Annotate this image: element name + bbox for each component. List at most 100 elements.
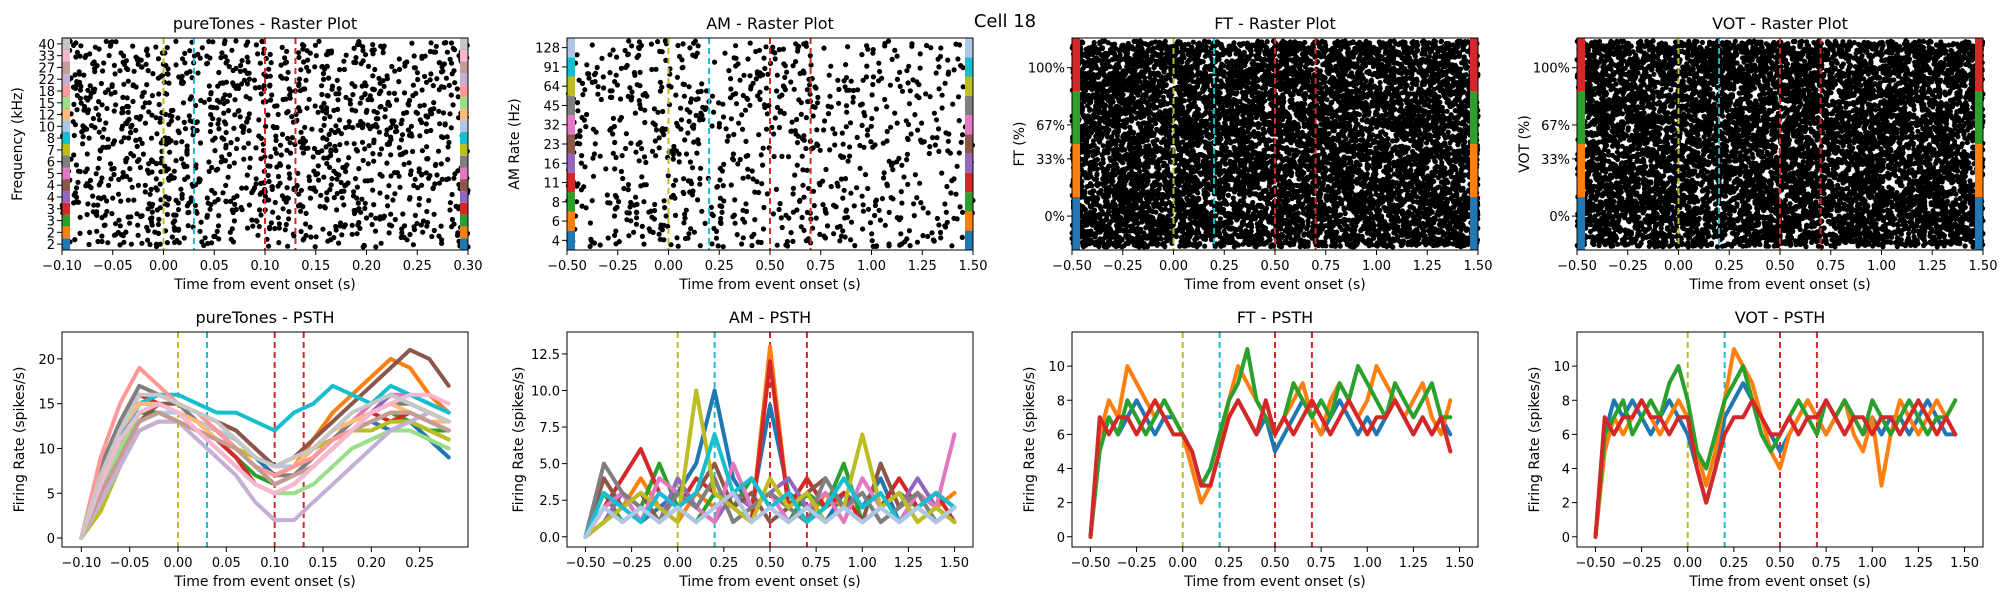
spike-dot xyxy=(380,50,386,56)
spike-dot xyxy=(450,45,456,52)
spike-dot xyxy=(320,71,326,77)
spike-dot xyxy=(284,195,290,201)
spike-dot xyxy=(716,100,722,106)
spike-dot xyxy=(374,124,380,130)
spike-dot xyxy=(335,157,342,163)
spike-dot xyxy=(795,45,801,51)
spike-dot xyxy=(728,116,735,122)
spike-dot xyxy=(223,79,229,85)
spike-dot xyxy=(111,108,117,114)
spike-dot xyxy=(113,232,119,238)
spike-dot xyxy=(923,91,929,97)
spike-dot xyxy=(362,80,368,86)
spike-dot xyxy=(216,213,222,219)
spike-dot xyxy=(341,66,347,73)
spike-dot xyxy=(272,199,278,206)
spike-dot xyxy=(362,91,368,97)
spike-dot xyxy=(162,163,168,169)
spike-dot xyxy=(945,138,951,144)
spike-dot xyxy=(342,125,349,131)
spike-dot xyxy=(427,173,433,179)
spike-dot xyxy=(369,221,375,228)
spike-dot xyxy=(347,101,353,107)
spike-dot xyxy=(420,218,427,224)
spike-dot xyxy=(886,241,892,247)
spike-dot xyxy=(848,78,854,84)
spike-dot xyxy=(848,237,854,243)
spike-dot xyxy=(143,61,149,67)
spike-dot xyxy=(610,150,616,156)
spike-dot xyxy=(440,110,447,116)
spike-dot xyxy=(310,154,316,160)
spike-dot xyxy=(396,145,402,151)
spike-dot xyxy=(648,208,654,214)
spike-dot xyxy=(267,224,273,230)
condition-block-left xyxy=(62,179,70,192)
spike-dot xyxy=(884,104,890,110)
spike-dot xyxy=(841,78,847,84)
spike-dot xyxy=(797,197,803,203)
spike-dot xyxy=(230,67,236,74)
spike-dot xyxy=(239,185,245,191)
spike-dot xyxy=(360,58,366,64)
spike-dot xyxy=(112,71,118,77)
spike-dot xyxy=(915,127,921,133)
spike-dot xyxy=(223,129,229,136)
spike-dot xyxy=(285,135,291,141)
spike-dot xyxy=(166,80,172,86)
x-tick-label: 0.25 xyxy=(705,259,734,274)
spike-dot xyxy=(959,132,966,138)
spike-dot xyxy=(618,168,625,175)
spike-dot xyxy=(840,228,846,234)
spike-dot xyxy=(243,94,249,100)
spike-dot xyxy=(597,153,603,159)
spike-dot xyxy=(195,51,201,57)
spike-dot xyxy=(95,238,101,245)
spike-dot xyxy=(782,87,789,93)
spike-dot xyxy=(378,103,384,110)
spike-dot xyxy=(699,112,705,118)
spike-dot xyxy=(246,111,252,117)
spike-dot xyxy=(782,63,788,69)
spike-dot xyxy=(77,230,83,236)
spike-dot xyxy=(272,225,278,232)
spike-dot xyxy=(800,167,806,173)
spike-dot xyxy=(296,76,303,82)
spike-dot xyxy=(740,92,746,99)
spike-dot xyxy=(912,172,919,178)
condition-block-left xyxy=(62,38,70,50)
spike-dot xyxy=(612,206,618,212)
spike-dot xyxy=(77,214,83,220)
spike-dot xyxy=(139,93,145,99)
spike-dot xyxy=(365,63,372,69)
spike-dot xyxy=(359,95,365,101)
spike-dot xyxy=(210,137,216,143)
spike-dot xyxy=(723,126,729,132)
spike-dot xyxy=(181,119,187,125)
spike-dot xyxy=(204,195,210,201)
spike-dot xyxy=(228,140,234,146)
spike-dot xyxy=(807,53,813,59)
spike-dot xyxy=(164,240,170,246)
spike-dot xyxy=(367,96,373,102)
spike-dot xyxy=(939,92,945,98)
spike-dot xyxy=(315,109,321,115)
spike-dot xyxy=(904,68,910,74)
spike-dot xyxy=(589,42,595,48)
spike-dot xyxy=(220,95,226,102)
spike-dot xyxy=(313,53,319,59)
spike-dot xyxy=(798,111,804,117)
spike-dot xyxy=(411,224,417,230)
spike-dot xyxy=(108,161,114,167)
spike-dot xyxy=(303,210,309,216)
spike-dot xyxy=(130,98,136,105)
spike-dot xyxy=(896,155,902,161)
spike-dot xyxy=(245,140,251,146)
spike-dot xyxy=(874,243,880,249)
spike-dot xyxy=(894,76,901,82)
spike-dot xyxy=(587,243,593,249)
spike-dot xyxy=(216,69,222,76)
spike-dot xyxy=(832,131,838,137)
spike-dot xyxy=(140,104,146,110)
